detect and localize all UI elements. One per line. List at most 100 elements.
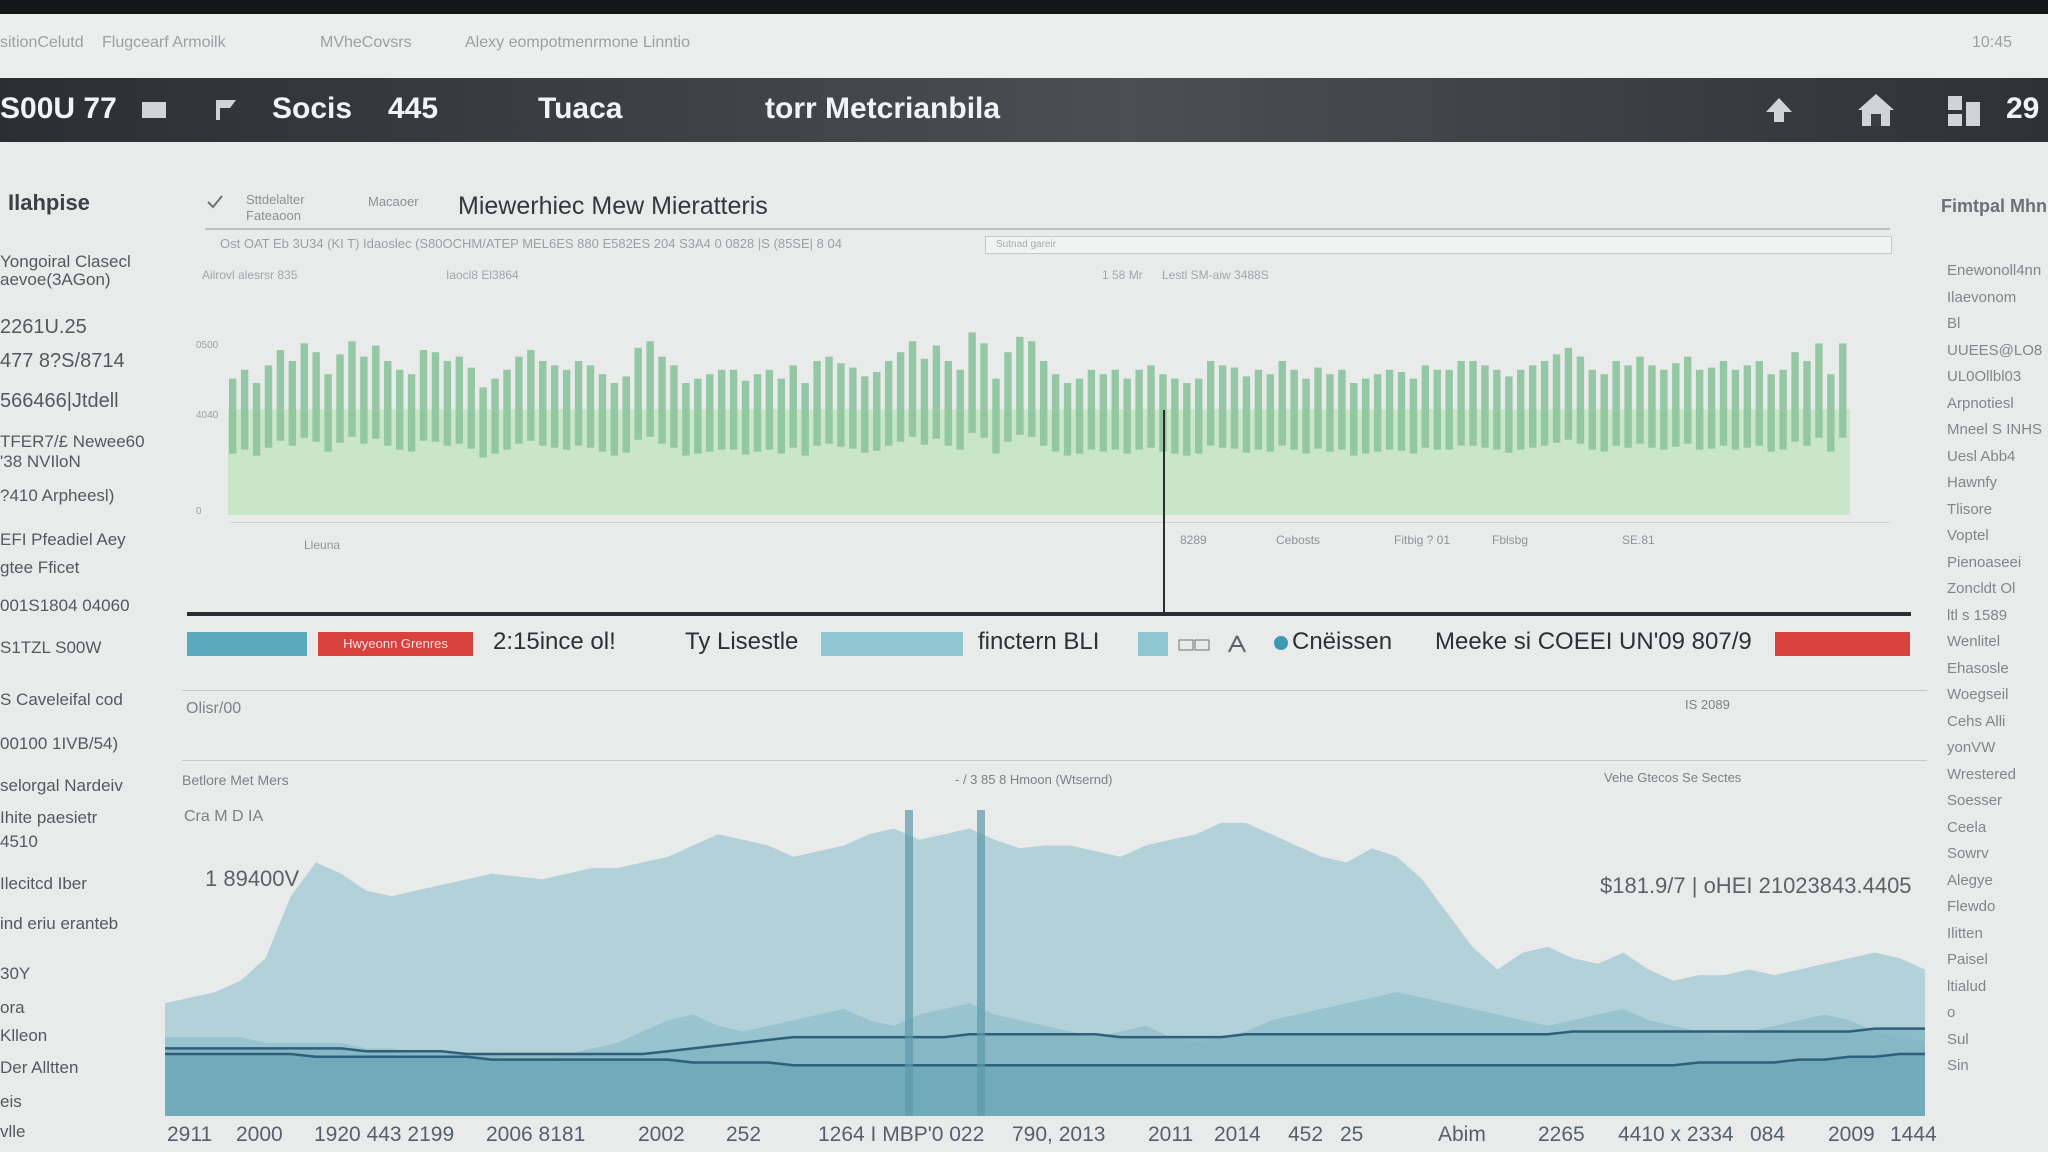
browser-item[interactable]: sitionCelutd <box>0 34 84 51</box>
right-sidebar-item[interactable]: Sowrv <box>1947 845 1989 862</box>
sidebar-item[interactable]: ind eriu eranteb <box>0 914 119 933</box>
bar <box>562 369 571 450</box>
x-tick-label: 2011 <box>1148 1123 1194 1146</box>
filter-row[interactable]: Ost OAT Eb 3U34 (KI T) Idaoslec (S80OCHM… <box>220 236 842 251</box>
right-sidebar-item[interactable]: Hawnfy <box>1947 474 1998 491</box>
right-sidebar-item[interactable]: Cehs Alli <box>1947 712 2006 730</box>
sidebar-item[interactable]: ora <box>0 998 25 1017</box>
right-sidebar-item[interactable]: Wenlitel <box>1947 633 2001 650</box>
grid-icon[interactable] <box>1946 94 1982 128</box>
bar <box>992 378 1000 454</box>
highlight-band <box>977 810 985 1116</box>
right-sidebar-item[interactable]: Voptel <box>1947 527 1989 544</box>
bar <box>1803 361 1811 446</box>
right-sidebar-item[interactable]: Arpnotiesl <box>1947 394 2014 412</box>
sidebar-item[interactable]: Klleon <box>0 1026 48 1045</box>
right-sidebar-item[interactable]: Paisel <box>1947 951 1988 968</box>
window-icon[interactable] <box>140 96 168 124</box>
layout-icon[interactable] <box>1178 636 1210 654</box>
sidebar-item[interactable]: Der Alltten <box>0 1058 79 1077</box>
right-sidebar-item[interactable]: UL0Ollbl03 <box>1947 368 2022 385</box>
right-sidebar-item[interactable]: Sul <box>1947 1030 1969 1048</box>
sidebar-item[interactable]: 001S1804 04060 <box>0 596 130 615</box>
right-sidebar-item[interactable]: yonVW <box>1947 739 1996 756</box>
breadcrumb-item[interactable]: Sttdelalter <box>246 192 305 207</box>
bar <box>1302 378 1310 454</box>
check-icon[interactable] <box>206 194 224 210</box>
sidebar-item[interactable]: 00100 1IVB/54) <box>0 734 119 753</box>
browser-item[interactable]: Alexy eompotmenrmone Linntio <box>465 34 691 51</box>
right-sidebar-item[interactable]: UUEES@LO8 <box>1947 341 2043 359</box>
home-icon[interactable] <box>1856 92 1896 128</box>
right-sidebar-item[interactable]: Ilaevonom <box>1947 288 2017 306</box>
right-sidebar-item[interactable]: o <box>1947 1004 1956 1021</box>
bar <box>300 343 308 438</box>
sidebar-item[interactable]: Yongoiral Clasecl <box>0 252 131 271</box>
upload-icon[interactable] <box>1762 92 1796 126</box>
chart-footer-label: Fitbig ? 01 <box>1394 533 1451 547</box>
tab-tuaca[interactable]: Tuaca <box>538 92 623 125</box>
browser-item[interactable]: MVheCovsrs <box>320 34 412 51</box>
x-tick-label: 4410 x 2334 <box>1618 1123 1734 1146</box>
sidebar-item[interactable]: Ihite paesietr <box>0 808 98 827</box>
sidebar-item[interactable]: aevoe(3AGon) <box>0 270 111 289</box>
sidebar-item[interactable]: gtee Fficet <box>0 558 80 577</box>
right-sidebar-item[interactable]: Woegseil <box>1947 686 2009 703</box>
right-sidebar-item[interactable]: Ilitten <box>1947 924 1983 942</box>
tab-socis[interactable]: Socis <box>272 92 353 125</box>
sidebar-item[interactable]: 477 8?S/8714 <box>0 350 125 372</box>
sidebar-item[interactable]: eis <box>0 1092 22 1111</box>
sidebar-item[interactable]: 4510 <box>0 832 38 851</box>
sidebar-item[interactable]: EFI Pfeadiel Aey <box>0 530 126 549</box>
bar <box>1362 378 1370 454</box>
tools-icon[interactable] <box>1225 632 1253 656</box>
bar <box>717 369 726 450</box>
right-sidebar-item[interactable]: ltialud <box>1947 977 1987 995</box>
right-sidebar-item[interactable]: ltl s 1589 <box>1947 606 2008 624</box>
bar <box>407 374 416 452</box>
row-label-right[interactable]: IS 2089 <box>1685 697 1730 712</box>
lower-chart-title-mid: - / 3 85 8 Hmoon (Wtsernd) <box>955 772 1113 787</box>
sidebar-item[interactable]: Ilecitcd Iber <box>0 874 87 893</box>
header-number: 29 <box>2006 92 2040 125</box>
right-sidebar-item[interactable]: Wrestered <box>1947 765 2016 783</box>
x-tick-label: 790, 2013 <box>1012 1123 1106 1146</box>
filter-input[interactable]: Sutnad gareir <box>985 236 1892 254</box>
bar <box>1385 369 1394 450</box>
sidebar-item[interactable]: vlle <box>0 1122 26 1141</box>
peak-label: 1 89400V <box>205 866 300 891</box>
breadcrumb-item[interactable]: Macaoer <box>368 194 419 209</box>
series-line <box>165 1052 1925 1067</box>
right-sidebar-item[interactable]: Mneel S INHS <box>1947 421 2043 438</box>
right-sidebar-item[interactable]: Tlisore <box>1947 500 1993 518</box>
bar <box>741 380 750 455</box>
sidebar-item[interactable]: ?410 Arpheesl) <box>0 486 115 505</box>
sidebar-item[interactable]: 30Y <box>0 964 31 983</box>
sidebar-item[interactable]: '38 NVIloN <box>0 452 81 471</box>
brand-title[interactable]: S00U 77 <box>0 92 117 125</box>
right-sidebar-item[interactable]: Flewdo <box>1947 898 1996 915</box>
right-sidebar-item[interactable]: Alegye <box>1947 871 1993 889</box>
y-tick-label: 0 <box>196 506 202 517</box>
right-sidebar-item[interactable]: Uesl Abb4 <box>1947 447 2016 465</box>
bar <box>419 350 428 441</box>
right-sidebar-item[interactable]: Enewonoll4nn <box>1947 262 2042 279</box>
right-sidebar-item[interactable]: Pienoaseei <box>1947 553 2022 571</box>
right-sidebar-item[interactable]: Zoncldt Ol <box>1947 580 2016 597</box>
bar <box>527 350 535 441</box>
flag-icon[interactable] <box>212 96 240 124</box>
sidebar-item[interactable]: S1TZL S00W <box>0 638 102 657</box>
sidebar-item[interactable]: 2261U.25 <box>0 316 87 338</box>
sidebar-item[interactable]: selorgal Nardeiv <box>0 776 123 795</box>
sidebar-item[interactable]: TFER7/£ Newee60 <box>0 432 145 451</box>
sidebar-item[interactable]: S Caveleifal cod <box>0 690 123 709</box>
legend-red-chip[interactable]: Hwyeonn Grenres <box>318 632 473 656</box>
browser-item[interactable]: Flugcearf Armoilk <box>102 34 226 51</box>
right-sidebar-item[interactable]: Ehasosle <box>1947 659 2009 677</box>
right-sidebar-item[interactable]: Ceela <box>1947 818 1987 836</box>
right-sidebar-item[interactable]: Sin <box>1947 1057 1969 1074</box>
right-sidebar-item[interactable]: Bl <box>1947 315 1961 332</box>
sidebar-item[interactable]: 566466|Jtdell <box>0 390 119 412</box>
bar <box>455 356 463 444</box>
right-sidebar-item[interactable]: Soesser <box>1947 792 2003 809</box>
